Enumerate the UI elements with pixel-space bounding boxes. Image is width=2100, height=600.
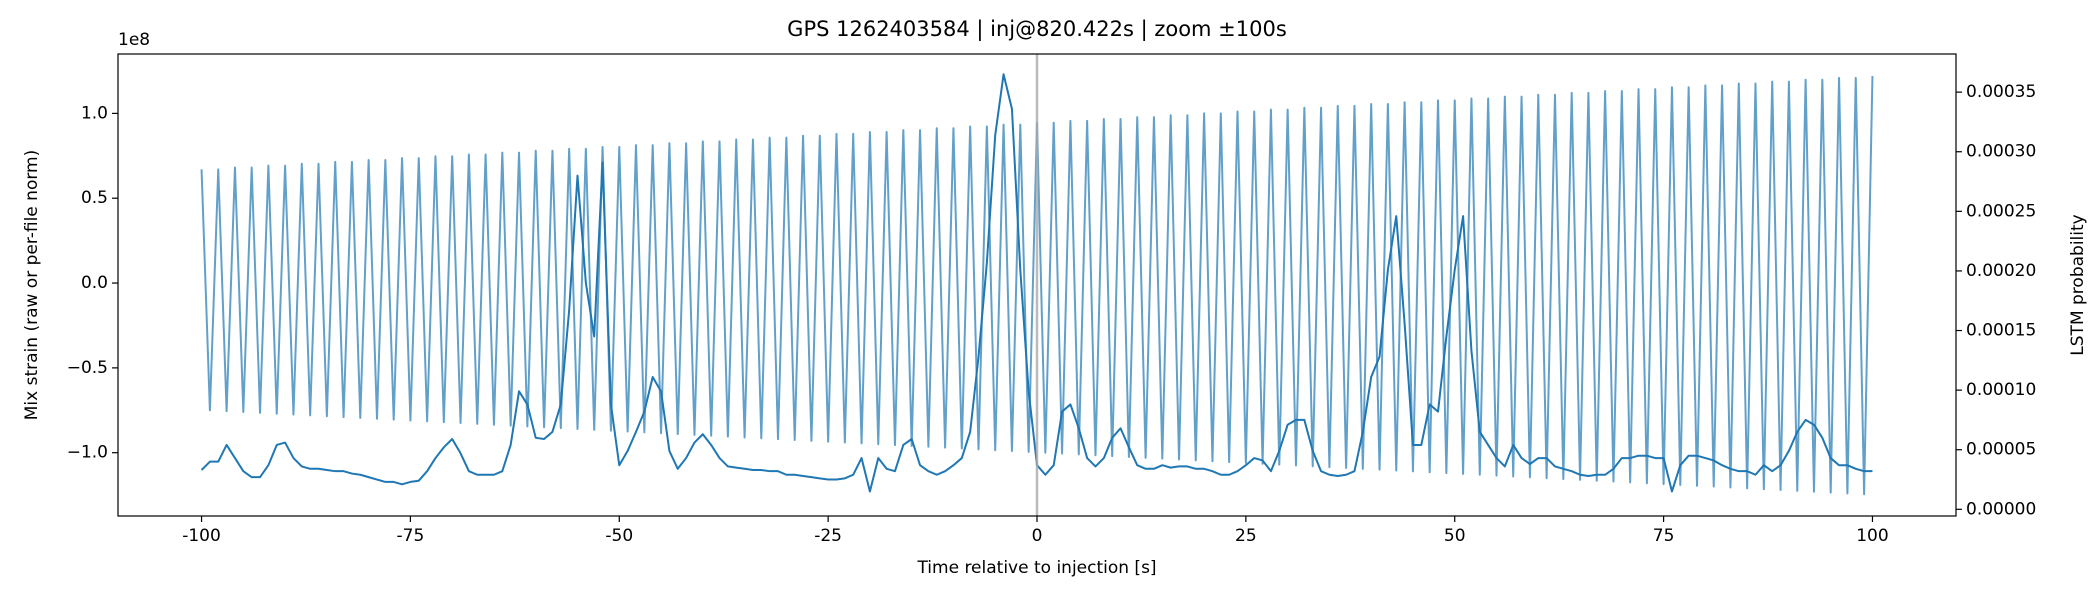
x-tick-label: -50 (605, 526, 633, 546)
y2-tick-label: 0.00005 (1966, 440, 2036, 460)
y2-tick-label: 0.00025 (1966, 201, 2036, 221)
y-offset-label: 1e8 (118, 30, 150, 50)
y-tick-label: −1.0 (67, 443, 108, 463)
y2-tick-label: 0.00015 (1966, 321, 2036, 341)
x-tick-label: 50 (1444, 526, 1466, 546)
y-tick-label: 0.0 (81, 273, 108, 293)
y2-tick-label: 0.00010 (1966, 380, 2036, 400)
x-tick-label: 75 (1653, 526, 1675, 546)
x-tick-label: -25 (814, 526, 842, 546)
y2-tick-label: 0.00020 (1966, 261, 2036, 281)
y-tick-label: −0.5 (67, 358, 108, 378)
y2-tick-label: 0.00030 (1966, 142, 2036, 162)
y2-tick-label: 0.00035 (1966, 82, 2036, 102)
x-tick-label: 100 (1856, 526, 1888, 546)
x-tick-label: 0 (1032, 526, 1043, 546)
x-tick-label: 25 (1235, 526, 1257, 546)
chart-title: GPS 1262403584 | inj@820.422s | zoom ±10… (787, 17, 1287, 42)
y-tick-label: 0.5 (81, 188, 108, 208)
y-tick-label: 1.0 (81, 103, 108, 123)
y-axis-label: Mix strain (raw or per-file norm) (22, 150, 42, 420)
y2-axis-label: LSTM probability (2068, 214, 2088, 355)
x-tick-label: -100 (182, 526, 221, 546)
x-tick-label: -75 (397, 526, 425, 546)
y2-tick-label: 0.00000 (1966, 499, 2036, 519)
x-axis-label: Time relative to injection [s] (916, 558, 1156, 578)
